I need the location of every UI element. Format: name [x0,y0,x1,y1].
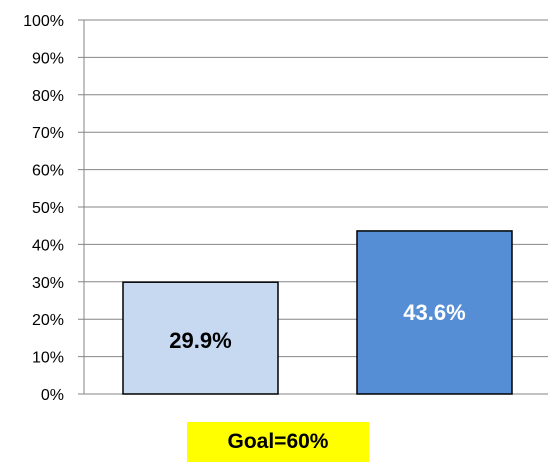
y-tick-label: 40% [32,237,64,254]
y-tick-label: 90% [32,50,64,67]
y-tick-label: 20% [32,312,64,329]
goal-annotation: Goal=60% [187,422,369,462]
y-axis-ticks: 0% 10% 20% 30% 40% 50% 60% 70% 80% 90% 100% [23,13,64,404]
bar-value-label-2: 43.6% [403,300,465,325]
y-tick-label: 100% [23,13,64,30]
bar-2 [356,230,513,395]
bar-value-labels: 29.9% 43.6% [169,300,465,353]
y-tick-label: 70% [32,125,64,142]
y-tick-label: 80% [32,88,64,105]
bar-1 [122,281,279,395]
bar-value-label-1: 29.9% [169,328,231,353]
y-tick-label: 60% [32,163,64,180]
bars [122,230,513,395]
y-tick-label: 50% [32,200,64,217]
y-tick-label: 0% [41,387,64,404]
y-tick-label: 10% [32,350,64,367]
y-tick-label: 30% [32,275,64,292]
